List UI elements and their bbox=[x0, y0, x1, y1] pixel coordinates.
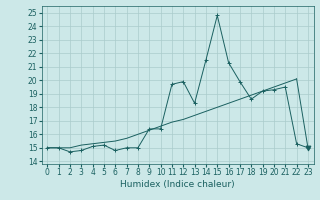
X-axis label: Humidex (Indice chaleur): Humidex (Indice chaleur) bbox=[120, 180, 235, 189]
